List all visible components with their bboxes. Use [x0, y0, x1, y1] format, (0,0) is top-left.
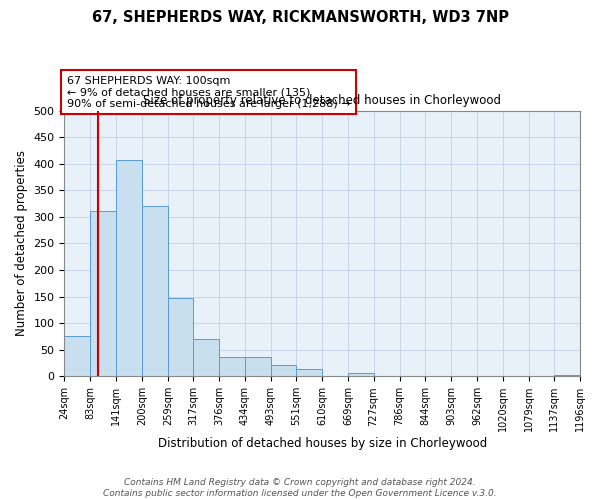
Bar — [348, 373, 374, 376]
Y-axis label: Number of detached properties: Number of detached properties — [15, 150, 28, 336]
X-axis label: Distribution of detached houses by size in Chorleywood: Distribution of detached houses by size … — [158, 437, 487, 450]
Bar — [142, 206, 168, 376]
Bar — [245, 356, 271, 376]
Bar — [271, 364, 296, 376]
Text: 67, SHEPHERDS WAY, RICKMANSWORTH, WD3 7NP: 67, SHEPHERDS WAY, RICKMANSWORTH, WD3 7N… — [91, 10, 509, 25]
Title: Size of property relative to detached houses in Chorleywood: Size of property relative to detached ho… — [143, 94, 501, 106]
Bar — [91, 211, 116, 376]
Bar — [116, 160, 142, 376]
Bar — [193, 339, 219, 376]
Text: 67 SHEPHERDS WAY: 100sqm
← 9% of detached houses are smaller (135)
90% of semi-d: 67 SHEPHERDS WAY: 100sqm ← 9% of detache… — [67, 76, 350, 109]
Bar — [296, 369, 322, 376]
Text: Contains HM Land Registry data © Crown copyright and database right 2024.
Contai: Contains HM Land Registry data © Crown c… — [103, 478, 497, 498]
Bar — [554, 375, 580, 376]
Bar — [64, 336, 91, 376]
Bar — [168, 298, 193, 376]
Bar — [219, 356, 245, 376]
